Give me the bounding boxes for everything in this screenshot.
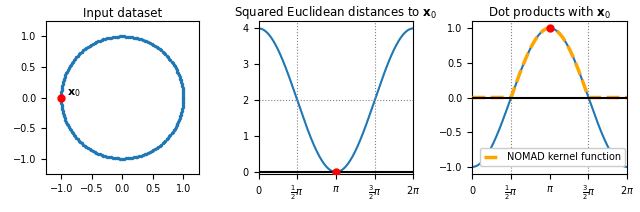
NOMAD kernel function bbox=[619, 96, 627, 99]
NOMAD kernel function bbox=[623, 96, 631, 99]
NOMAD kernel function bbox=[540, 29, 547, 32]
NOMAD kernel function bbox=[546, 27, 554, 29]
NOMAD kernel function bbox=[591, 96, 598, 99]
Text: $\mathbf{x}_0$: $\mathbf{x}_0$ bbox=[67, 88, 81, 99]
Title: Squared Euclidean distances to $\mathbf{x}_0$: Squared Euclidean distances to $\mathbf{… bbox=[234, 4, 438, 21]
Title: Dot products with $\mathbf{x}_0$: Dot products with $\mathbf{x}_0$ bbox=[488, 4, 611, 21]
NOMAD kernel function bbox=[544, 27, 552, 30]
NOMAD kernel function bbox=[468, 96, 476, 99]
Line: NOMAD kernel function: NOMAD kernel function bbox=[472, 28, 627, 98]
NOMAD kernel function bbox=[476, 96, 484, 99]
NOMAD kernel function bbox=[619, 96, 627, 99]
Legend: NOMAD kernel function: NOMAD kernel function bbox=[480, 148, 625, 166]
Title: Input dataset: Input dataset bbox=[83, 7, 162, 20]
